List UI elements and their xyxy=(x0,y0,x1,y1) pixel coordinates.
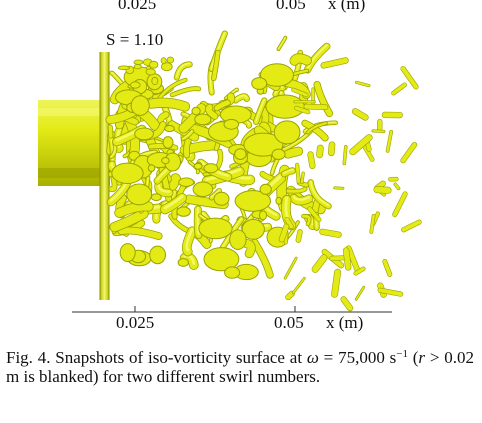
inlet-core xyxy=(38,100,110,186)
iso-surface-render xyxy=(38,30,422,313)
unit-exponent: −1 xyxy=(396,348,408,360)
vorticity-figure: 0.025 0.05 x (m) S = 1.10 0.025 0.05 x (… xyxy=(38,0,422,332)
radius-symbol: r xyxy=(418,348,426,367)
figure-caption: Fig. 4. Snapshots of iso-vorticity surfa… xyxy=(6,348,474,386)
top-tick-label-1: 0.025 xyxy=(118,0,157,13)
vortex-cloud xyxy=(105,30,422,312)
top-tick-label-2: 0.05 xyxy=(276,0,306,13)
bottom-tick-label-2: 0.05 xyxy=(274,313,304,332)
swirl-number-label: S = 1.10 xyxy=(106,30,164,49)
bottom-axis-label: x (m) xyxy=(326,313,364,332)
bottom-tick-label-1: 0.025 xyxy=(116,313,155,332)
omega-symbol: ω xyxy=(306,348,319,367)
top-axis-label: x (m) xyxy=(328,0,366,13)
nozzle-lip xyxy=(99,52,110,300)
